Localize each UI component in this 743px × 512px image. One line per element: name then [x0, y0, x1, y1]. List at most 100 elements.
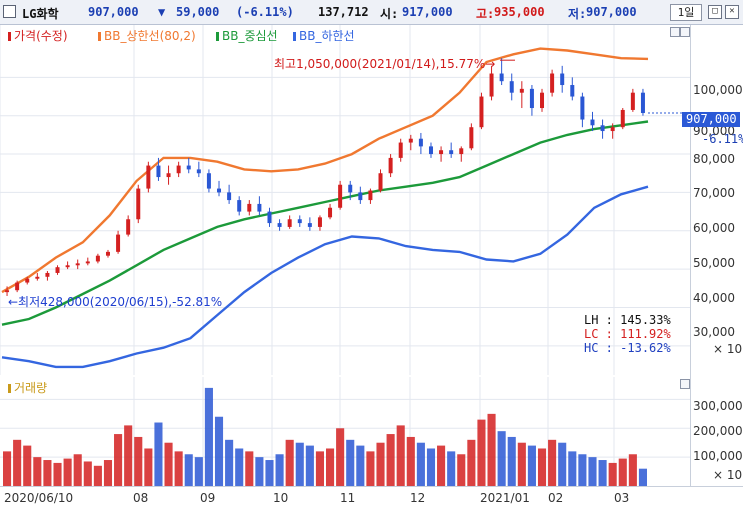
volume-bar: [204, 387, 213, 486]
open-label: 시:: [380, 7, 399, 21]
price-tick: 60,000: [693, 221, 735, 235]
candle: [116, 230, 121, 254]
maximize-icon[interactable]: □: [708, 5, 722, 19]
candle-body: [540, 92, 545, 109]
stat-hc: HC : -13.62%: [584, 341, 671, 355]
candle: [196, 161, 201, 178]
volume-bar: [537, 448, 547, 486]
volume-panel-close-icon[interactable]: [680, 379, 690, 389]
volume-bar: [507, 436, 516, 486]
candle-body: [75, 263, 80, 266]
candle: [378, 169, 383, 193]
candle: [509, 73, 514, 101]
x-tick: 02: [548, 491, 564, 505]
volume-bar: [93, 465, 102, 486]
x-tick: 2021/01: [480, 491, 530, 505]
volume-bar: [295, 442, 304, 486]
candle-body: [459, 148, 464, 155]
x-tick: 08: [133, 491, 149, 505]
volume-bar: [255, 457, 264, 486]
volume-bar: [245, 451, 254, 486]
volume-chart: [0, 377, 690, 486]
panel-close-icon[interactable]: [680, 27, 690, 37]
candle: [348, 180, 353, 201]
candle: [529, 85, 534, 116]
candle: [368, 188, 373, 204]
volume-bar: [144, 448, 153, 486]
volume-bar: [346, 439, 355, 486]
candle-body: [358, 192, 363, 201]
volume-bar: [457, 454, 466, 486]
select-checkbox[interactable]: [3, 5, 16, 18]
candle-body: [398, 142, 403, 158]
panel-settings-icon[interactable]: [670, 27, 680, 37]
candle-body: [529, 88, 534, 109]
volume-tick: 300,000: [693, 399, 743, 413]
volume-bar: [548, 439, 557, 486]
volume-bar: [517, 442, 526, 486]
volume-bar: [124, 425, 133, 486]
candle: [55, 265, 60, 275]
candle-body: [428, 146, 433, 155]
current-price: 907,000: [88, 5, 139, 19]
candle-body: [328, 207, 333, 218]
candle: [307, 217, 312, 231]
candle-body: [237, 200, 242, 212]
stat-lc: LC : 111.92%: [584, 327, 671, 341]
volume-bar: [13, 439, 22, 486]
price-tick: 90,000: [693, 124, 735, 138]
x-tick: 03: [614, 491, 630, 505]
candle-body: [5, 290, 10, 293]
volume-bar: [477, 419, 486, 486]
legend-middle-band: BB_중심선: [216, 27, 278, 44]
candle: [257, 196, 262, 216]
price-tick: 80,000: [693, 152, 735, 166]
candle-body: [640, 92, 645, 114]
candle: [469, 123, 474, 151]
volume-bar: [53, 462, 62, 486]
low-value: 907,000: [586, 5, 637, 19]
price-tick: 100,000: [693, 83, 743, 97]
candle: [580, 92, 585, 128]
volume-bar: [497, 431, 506, 486]
candle-body: [297, 219, 302, 224]
candle: [600, 119, 605, 139]
price-change-pct: (-6.11%): [236, 5, 294, 19]
low-label: 저:: [568, 7, 587, 21]
volume-bar: [174, 451, 183, 486]
candle-body: [348, 184, 353, 193]
middle-band-line: [1, 120, 649, 326]
candle-body: [217, 188, 222, 193]
candle-body: [85, 261, 90, 264]
period-selector[interactable]: 1일: [670, 4, 702, 21]
volume-multiplier: × 10: [713, 468, 743, 482]
candle-body: [45, 272, 50, 277]
candle-body: [25, 278, 30, 283]
price-chart: [0, 25, 690, 375]
stock-name: LG화학: [22, 7, 59, 21]
volume-bar: [376, 442, 385, 486]
candle: [418, 132, 423, 155]
candle: [176, 161, 181, 178]
volume-bar: [628, 454, 637, 486]
candle: [136, 184, 141, 224]
candle: [479, 92, 484, 130]
candle: [449, 142, 454, 158]
candle-body: [196, 169, 201, 174]
volume-bar: [568, 451, 577, 486]
candle: [5, 286, 10, 296]
close-icon[interactable]: ✕: [725, 5, 739, 19]
candle: [85, 257, 90, 266]
volume-bar: [356, 445, 365, 486]
candle-body: [630, 92, 635, 110]
volume-bar: [598, 460, 607, 486]
volume-bar: [194, 457, 203, 486]
upper-band-line: [1, 47, 649, 294]
volume-bar: [386, 434, 395, 486]
candle-body: [166, 173, 171, 178]
volume-bar: [225, 439, 234, 486]
candle: [398, 138, 403, 162]
candle: [550, 69, 555, 97]
candle: [217, 180, 222, 197]
